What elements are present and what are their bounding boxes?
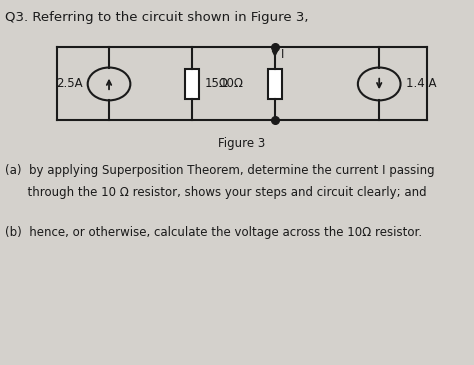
Text: (b)  hence, or otherwise, calculate the voltage across the 10Ω resistor.: (b) hence, or otherwise, calculate the v… — [5, 226, 422, 239]
Text: 10Ω: 10Ω — [220, 77, 244, 91]
Text: Figure 3: Figure 3 — [218, 137, 265, 150]
Text: Q3. Referring to the circuit shown in Figure 3,: Q3. Referring to the circuit shown in Fi… — [5, 11, 308, 24]
Text: (a)  by applying Superposition Theorem, determine the current I passing: (a) by applying Superposition Theorem, d… — [5, 164, 434, 177]
Text: through the 10 Ω resistor, shows your steps and circuit clearly; and: through the 10 Ω resistor, shows your st… — [5, 186, 427, 199]
Bar — [268, 69, 282, 99]
Text: I: I — [281, 47, 284, 61]
Text: 1.4 A: 1.4 A — [406, 77, 437, 91]
Bar — [185, 69, 199, 99]
Text: 2.5A: 2.5A — [56, 77, 83, 91]
Text: 15Ω: 15Ω — [205, 77, 229, 91]
